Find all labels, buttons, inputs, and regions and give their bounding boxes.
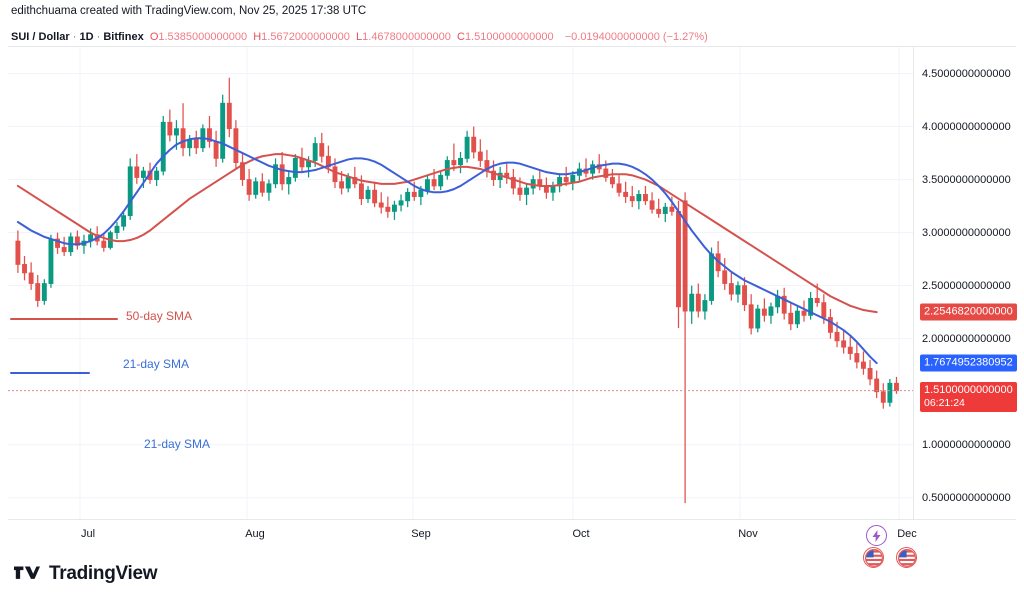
- annotation-21-day-sma-upper: 21-day SMA: [123, 357, 190, 371]
- price-axis-separator: [913, 46, 914, 520]
- legend-swatch-line: [10, 318, 118, 320]
- badge-sma50: 2.2546820000000: [920, 303, 1017, 321]
- time-tick-label: Sep: [411, 528, 431, 540]
- exchange-label[interactable]: Bitfinex: [103, 31, 144, 43]
- time-tick-label: Nov: [738, 528, 758, 540]
- close-label: C: [456, 31, 465, 43]
- chart-plot-area[interactable]: [8, 47, 913, 519]
- annotation-50-day-sma: 50-day SMA: [126, 309, 193, 323]
- price-tick-label: 3.5000000000000: [922, 173, 1011, 186]
- countdown-timer: 06:21:24: [924, 396, 965, 409]
- symbol-name[interactable]: SUI / Dollar: [11, 31, 70, 43]
- price-tick-label: 0.5000000000000: [922, 491, 1011, 504]
- price-tick-label: 4.5000000000000: [922, 67, 1011, 80]
- price-axis[interactable]: 4.5000000000000 4.0000000000000 3.50000000…: [918, 46, 1024, 520]
- badge-sma21: 1.7674952380952: [920, 354, 1017, 372]
- close-value: 1.5100000000000: [464, 31, 554, 43]
- open-label: O: [149, 31, 159, 43]
- badge-sma21-value: 1.7674952380952: [924, 356, 1013, 369]
- low-label: L: [356, 31, 363, 43]
- change-value: −0.0194000000000 (−1.27%): [564, 31, 708, 43]
- time-tick-label: Oct: [572, 528, 590, 540]
- time-tick-label: Dec: [897, 528, 917, 540]
- price-tick-label: 3.0000000000000: [922, 226, 1011, 239]
- tradingview-logo: TradingView: [14, 563, 158, 585]
- high-value: 1.5672000000000: [261, 31, 350, 43]
- open-value: 1.5385000000000: [158, 31, 248, 43]
- badge-sma50-value: 2.2546820000000: [924, 305, 1013, 318]
- symbol-separator-2: ·: [96, 31, 101, 43]
- price-tick-label: 2.0000000000000: [922, 332, 1011, 345]
- low-value: 1.4678000000000: [362, 31, 451, 43]
- symbol-ohlc-bar: SUI / Dollar · 1D · Bitfinex O1.53850000…: [11, 31, 708, 43]
- credit-text: edithchuama created with TradingView.com…: [11, 5, 367, 17]
- chart-frame: 50-day SMA 21-day SMA 21-day SMA: [8, 46, 1016, 568]
- candlestick-chart-svg: [8, 47, 913, 519]
- legend-swatch-line: [10, 372, 90, 374]
- time-tick-label: Jul: [80, 528, 96, 540]
- tradingview-mark-icon: [14, 566, 40, 579]
- symbol-separator-1: ·: [72, 31, 77, 43]
- badge-current-price: 1.5100000000000 06:21:24: [920, 381, 1017, 412]
- badge-current-price-value: 1.5100000000000: [924, 383, 1013, 396]
- time-axis[interactable]: Jul Aug Sep Oct Nov Dec: [8, 521, 1016, 549]
- us-flag-icon[interactable]: [863, 547, 884, 568]
- annotation-21-day-sma-lower: 21-day SMA: [144, 437, 211, 451]
- us-flag-icon[interactable]: [896, 547, 917, 568]
- time-tick-label: Aug: [245, 528, 265, 540]
- price-tick-label: 1.0000000000000: [922, 438, 1011, 451]
- price-tick-label: 4.0000000000000: [922, 120, 1011, 133]
- tradingview-wordmark: TradingView: [49, 563, 158, 584]
- lightning-bolt-icon[interactable]: [866, 525, 887, 546]
- high-label: H: [253, 31, 262, 43]
- price-tick-label: 2.5000000000000: [922, 279, 1011, 292]
- interval-label[interactable]: 1D: [79, 31, 94, 43]
